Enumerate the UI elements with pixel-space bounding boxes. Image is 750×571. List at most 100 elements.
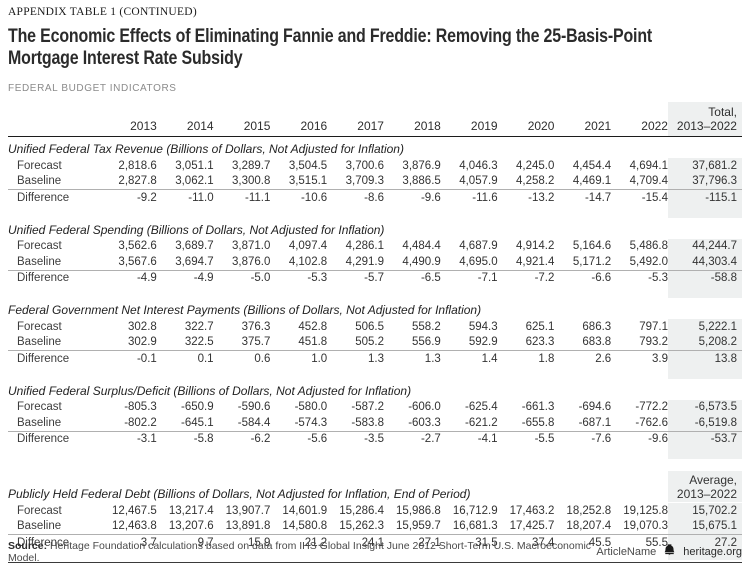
section-total-header — [668, 153, 742, 157]
value-cell: -650.9 — [180, 401, 214, 413]
value-cell: -583.8 — [351, 416, 384, 429]
value-cell: 625.1 — [525, 320, 555, 333]
value-cell: 1.0 — [311, 352, 328, 365]
row-label: Baseline — [17, 175, 62, 187]
value-cell: 322.7 — [184, 320, 214, 333]
total-cell: 5,222.1 — [667, 319, 742, 335]
source-note: Source: Heritage Foundation calculations… — [8, 540, 596, 564]
value-cell: 4,245.0 — [516, 159, 555, 172]
value-cell: -5.3 — [648, 272, 668, 284]
value-cell: 15,262.3 — [339, 520, 384, 532]
baseline-row: Baseline 12,463.8 13,207.6 13,891.8 14,580.8… — [8, 518, 742, 534]
value-cell: 302.9 — [128, 336, 157, 348]
column-header-2017: 2017 — [357, 119, 384, 133]
forecast-row: Forecast 2,818.6 3,051.1 3,289.7 3,504.5 3,70… — [8, 158, 742, 174]
value-cell: 1.3 — [424, 352, 441, 365]
value-cell: 0.1 — [197, 352, 214, 365]
baseline-difference-rule — [8, 534, 742, 535]
column-header-2021: 2021 — [584, 119, 612, 133]
value-cell: 4,687.9 — [459, 240, 498, 252]
value-cell: 0.6 — [254, 352, 271, 365]
value-cell: 302.8 — [128, 320, 157, 333]
header-rule — [8, 136, 742, 137]
spacer-empty — [8, 447, 668, 459]
section-title-row: Unified Federal Surplus/Deficit (Billion… — [8, 383, 742, 399]
value-cell: 12,463.8 — [112, 520, 157, 532]
value-cell: -14.7 — [584, 191, 612, 204]
section-spacer — [8, 550, 742, 560]
value-cell: 3,709.3 — [345, 175, 384, 187]
section-total-header — [668, 234, 742, 238]
value-cell: -4.9 — [136, 272, 157, 284]
value-cell: -3.5 — [364, 433, 384, 445]
total-cell: 37,681.2 — [667, 158, 742, 174]
value-cell: 556.9 — [412, 336, 441, 348]
column-header-2018: 2018 — [414, 119, 441, 133]
value-cell: 14,601.9 — [282, 504, 328, 517]
total-cell: 5,208.2 — [667, 334, 742, 350]
value-cell: 3,876.0 — [232, 255, 271, 268]
value-cell: -687.1 — [578, 416, 612, 429]
total-cell: -6,519.8 — [667, 415, 742, 431]
value-cell: 3,051.1 — [175, 159, 214, 172]
value-cell: 1.4 — [481, 352, 498, 365]
source-label: Source: — [8, 540, 48, 552]
heritage-site-link[interactable]: heritage.org — [683, 546, 742, 558]
value-cell: 27.1 — [418, 536, 441, 549]
footer: Source: Heritage Foundation calculations… — [8, 540, 742, 564]
column-header-2019: 2019 — [470, 119, 498, 133]
section-3: Federal Government Net Interest Payments… — [8, 302, 742, 379]
value-cell: 31.5 — [475, 536, 498, 549]
value-cell: 376.3 — [241, 320, 271, 333]
column-header-total: Total, 2013–2022 — [667, 102, 742, 136]
spacer-shade — [668, 447, 742, 459]
value-cell: 505.2 — [355, 336, 384, 348]
column-header-2014: 2014 — [186, 119, 214, 133]
total-cell: 44,303.4 — [667, 254, 742, 270]
section-kicker: FEDERAL BUDGET INDICATORS — [8, 83, 177, 94]
section-total-header — [668, 395, 742, 399]
difference-row: Difference -4.9 -4.9 -5.0 -5.3 -5.7 -6.5 -7.1 -7… — [8, 270, 742, 286]
baseline-difference-rule — [8, 350, 742, 351]
value-cell: -10.6 — [300, 191, 328, 204]
value-cell: 558.2 — [412, 320, 441, 333]
spacer-shade — [668, 205, 742, 218]
difference-row: Difference -0.1 0.1 0.6 1.0 1.3 1.3 1.4 1.8 2.6 3.… — [8, 351, 742, 367]
row-label: Forecast — [17, 159, 62, 172]
value-cell: 1.3 — [367, 352, 384, 365]
value-cell: 683.8 — [582, 336, 612, 348]
value-cell: 3.9 — [651, 352, 668, 365]
row-label: Difference — [17, 352, 70, 365]
section-title-row: Federal Government Net Interest Payments… — [8, 302, 742, 318]
total-cell: 37,796.3 — [667, 173, 742, 189]
row-label: Forecast — [17, 240, 62, 252]
value-cell: 18,252.8 — [566, 504, 612, 517]
value-cell: -11.0 — [188, 191, 214, 204]
value-cell: 3,289.7 — [232, 159, 271, 172]
row-label: Difference — [17, 272, 70, 284]
total-cell: -58.8 — [667, 270, 742, 286]
value-cell: 15,959.7 — [396, 520, 441, 532]
table-eyebrow: APPENDIX TABLE 1 (CONTINUED) — [8, 6, 197, 18]
value-cell: 15,986.8 — [396, 504, 441, 517]
spacer-shade — [668, 550, 742, 560]
value-cell: -2.7 — [420, 433, 441, 445]
row-label: Baseline — [17, 255, 62, 268]
value-cell: -5.0 — [250, 272, 271, 284]
value-cell: 15,286.4 — [339, 504, 384, 517]
section-spacer — [8, 447, 742, 459]
value-cell: 17,425.7 — [509, 520, 555, 532]
value-cell: -8.6 — [364, 191, 384, 204]
total-cell: 13.8 — [667, 351, 742, 367]
value-cell: 4,291.9 — [345, 255, 384, 268]
baseline-row: Baseline 3,567.6 3,694.7 3,876.0 4,102.8 4,29… — [8, 254, 742, 270]
value-cell: 623.3 — [525, 336, 555, 348]
value-cell: -621.2 — [464, 416, 498, 429]
difference-row: Difference -9.2 -11.0 -11.1 -10.6 -8.6 -9.6 -11… — [8, 190, 742, 206]
value-cell: 19,125.8 — [623, 504, 668, 517]
value-cell: -6.2 — [250, 433, 271, 445]
value-cell: -603.3 — [408, 416, 441, 429]
value-cell: 4,914.2 — [516, 240, 555, 252]
table-header-row: 2013 2014 2015 2016 2017 2018 2019 2020 2021 2022… — [8, 102, 742, 136]
